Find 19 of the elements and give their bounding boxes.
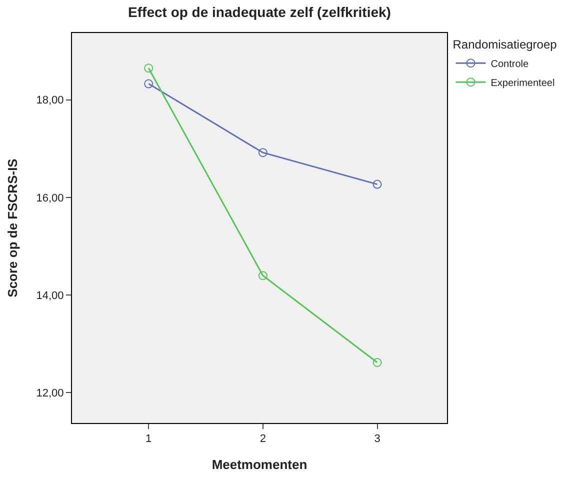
point: [258, 271, 268, 280]
x-tick-label: 3: [374, 433, 380, 446]
legend-label: Experimenteel: [490, 78, 555, 89]
x-tick-label: 1: [146, 433, 152, 446]
legend-label: Controle: [490, 59, 529, 70]
legend-title: Randomisatiegroep: [452, 38, 558, 52]
point: [144, 79, 154, 88]
point: [372, 358, 382, 367]
point: [258, 148, 268, 158]
x-axis-title: Meetmomenten: [212, 456, 308, 472]
x-tick-label: 2: [260, 433, 266, 446]
y-tick-label: 16,00: [36, 192, 64, 204]
point: [144, 64, 154, 73]
chart-title: Effect op de inadequate zelf (zelfkritiek): [128, 4, 391, 20]
point: [372, 180, 382, 189]
y-tick-label: 12,00: [36, 388, 64, 400]
y-tick-label: 18,00: [36, 94, 64, 107]
y-tick-label: 14,00: [36, 290, 64, 302]
y-axis-title: Score op de FSCRS-IS: [5, 158, 20, 298]
